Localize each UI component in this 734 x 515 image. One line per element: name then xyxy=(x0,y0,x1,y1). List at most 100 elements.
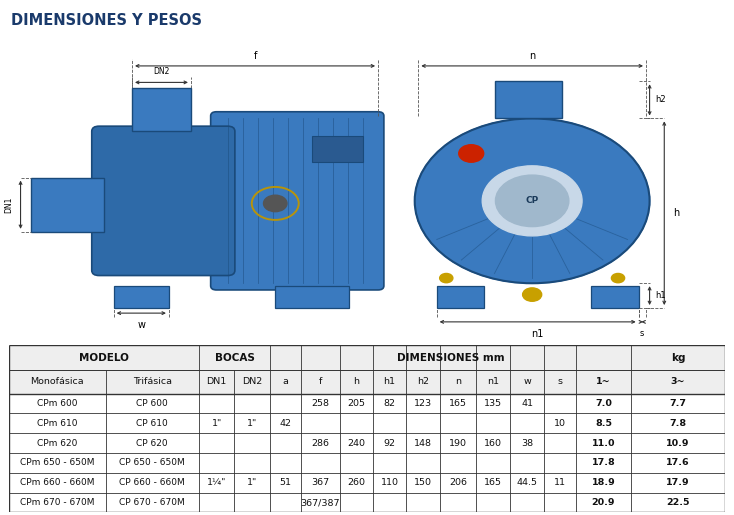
Text: CP 600: CP 600 xyxy=(137,399,168,408)
Text: CPm 610: CPm 610 xyxy=(37,419,77,428)
Circle shape xyxy=(482,166,582,236)
Text: CP: CP xyxy=(526,196,539,205)
Text: 110: 110 xyxy=(380,478,399,487)
Text: DN1: DN1 xyxy=(206,377,227,386)
Text: CP 670 - 670M: CP 670 - 670M xyxy=(119,498,185,507)
Text: 1": 1" xyxy=(247,478,258,487)
Text: n1: n1 xyxy=(487,377,499,386)
Text: 205: 205 xyxy=(347,399,366,408)
Bar xyxy=(9,370,725,393)
Text: 1~: 1~ xyxy=(596,377,611,386)
Text: 22.5: 22.5 xyxy=(666,498,690,507)
FancyBboxPatch shape xyxy=(114,286,169,308)
Text: DN1: DN1 xyxy=(4,197,13,213)
Text: DN2: DN2 xyxy=(153,67,170,76)
Text: 286: 286 xyxy=(311,439,330,448)
Text: 92: 92 xyxy=(384,439,396,448)
Text: 165: 165 xyxy=(484,478,502,487)
Circle shape xyxy=(440,273,453,283)
Text: 165: 165 xyxy=(449,399,467,408)
Text: h1: h1 xyxy=(655,291,666,300)
Circle shape xyxy=(523,288,542,301)
Text: 7.7: 7.7 xyxy=(669,399,686,408)
Text: 135: 135 xyxy=(484,399,502,408)
Text: 206: 206 xyxy=(449,478,467,487)
Text: DIMENSIONES Y PESOS: DIMENSIONES Y PESOS xyxy=(11,13,202,28)
Text: 3~: 3~ xyxy=(671,377,685,386)
Text: 1¼": 1¼" xyxy=(207,478,226,487)
Text: 17.6: 17.6 xyxy=(666,458,690,468)
Text: CPm 620: CPm 620 xyxy=(37,439,77,448)
Text: 240: 240 xyxy=(347,439,366,448)
Text: 51: 51 xyxy=(280,478,291,487)
Text: Monofásica: Monofásica xyxy=(30,377,84,386)
Bar xyxy=(9,345,725,370)
Text: 123: 123 xyxy=(414,399,432,408)
Text: CP 650 - 650M: CP 650 - 650M xyxy=(119,458,185,468)
Text: 17.8: 17.8 xyxy=(592,458,615,468)
Text: 8.5: 8.5 xyxy=(595,419,612,428)
Text: n1: n1 xyxy=(531,329,544,338)
Text: 7.0: 7.0 xyxy=(595,399,612,408)
Text: CP 660 - 660M: CP 660 - 660M xyxy=(119,478,185,487)
Text: CPm 660 - 660M: CPm 660 - 660M xyxy=(20,478,95,487)
Circle shape xyxy=(415,118,650,283)
Text: 260: 260 xyxy=(347,478,366,487)
Text: 18.9: 18.9 xyxy=(592,478,615,487)
Text: CPm 670 - 670M: CPm 670 - 670M xyxy=(20,498,95,507)
Text: s: s xyxy=(640,329,644,337)
Text: kg: kg xyxy=(671,353,685,363)
FancyBboxPatch shape xyxy=(495,81,562,118)
Text: h2: h2 xyxy=(655,95,666,105)
Circle shape xyxy=(459,145,484,162)
Text: 44.5: 44.5 xyxy=(517,478,537,487)
Text: h: h xyxy=(673,208,680,218)
Text: 160: 160 xyxy=(484,439,502,448)
Text: CP 610: CP 610 xyxy=(137,419,168,428)
FancyBboxPatch shape xyxy=(31,178,104,232)
Text: h2: h2 xyxy=(417,377,429,386)
Text: s: s xyxy=(558,377,562,386)
Text: 1": 1" xyxy=(211,419,222,428)
Text: 42: 42 xyxy=(280,419,291,428)
Text: 10.9: 10.9 xyxy=(666,439,690,448)
Text: h: h xyxy=(353,377,359,386)
Text: CP 620: CP 620 xyxy=(137,439,168,448)
Text: w: w xyxy=(137,320,145,330)
FancyBboxPatch shape xyxy=(132,88,191,131)
Text: n: n xyxy=(529,51,535,61)
Text: 82: 82 xyxy=(384,399,396,408)
Text: f: f xyxy=(319,377,322,386)
Circle shape xyxy=(495,175,569,227)
Text: 148: 148 xyxy=(414,439,432,448)
Text: 41: 41 xyxy=(521,399,533,408)
Text: a: a xyxy=(283,377,288,386)
Text: CPm 600: CPm 600 xyxy=(37,399,77,408)
Text: 20.9: 20.9 xyxy=(592,498,615,507)
Text: n: n xyxy=(455,377,461,386)
Text: f: f xyxy=(253,51,257,61)
FancyBboxPatch shape xyxy=(437,286,484,308)
Text: Trifásica: Trifásica xyxy=(133,377,172,386)
Text: h1: h1 xyxy=(384,377,396,386)
FancyBboxPatch shape xyxy=(211,112,384,290)
Text: 11.0: 11.0 xyxy=(592,439,615,448)
Text: w: w xyxy=(523,377,531,386)
FancyBboxPatch shape xyxy=(92,126,235,276)
Text: CPm 650 - 650M: CPm 650 - 650M xyxy=(20,458,95,468)
Text: 150: 150 xyxy=(414,478,432,487)
FancyBboxPatch shape xyxy=(591,286,639,308)
Text: 367/387: 367/387 xyxy=(301,498,340,507)
Text: MODELO: MODELO xyxy=(79,353,128,363)
Text: DN2: DN2 xyxy=(242,377,263,386)
Text: 1": 1" xyxy=(247,419,258,428)
Text: 10: 10 xyxy=(554,419,566,428)
Circle shape xyxy=(264,195,287,212)
Circle shape xyxy=(611,273,625,283)
Text: BOCAS: BOCAS xyxy=(214,353,255,363)
Text: 7.8: 7.8 xyxy=(669,419,686,428)
Text: 11: 11 xyxy=(554,478,566,487)
Text: 38: 38 xyxy=(521,439,533,448)
Text: 17.9: 17.9 xyxy=(666,478,690,487)
Text: DIMENSIONES mm: DIMENSIONES mm xyxy=(396,353,504,363)
